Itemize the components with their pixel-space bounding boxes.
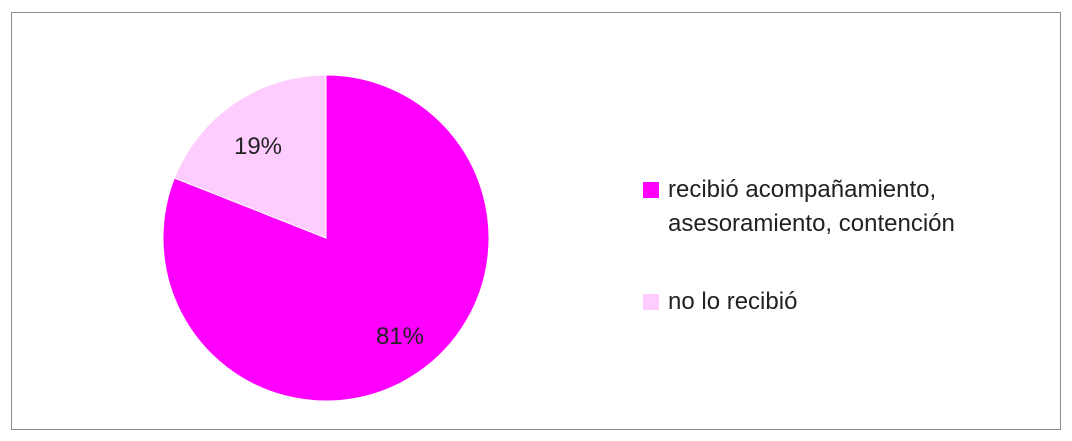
legend-label-recibio: recibió acompañamiento, asesoramiento, c… <box>668 176 955 237</box>
legend: recibió acompañamiento, asesoramiento, c… <box>640 173 1060 319</box>
chart-area: 81% 19% recibió acompañamiento, asesorami… <box>11 12 1061 430</box>
pie-data-labels: 81% 19% <box>234 133 424 350</box>
pie-slice-no-recibio <box>173 74 327 239</box>
legend-label-no-recibio: no lo recibió <box>668 288 798 315</box>
pie-label-no-recibio: 19% <box>234 133 282 160</box>
pie-chart: 81% 19% <box>162 74 490 402</box>
legend-swatch-no-recibio <box>643 294 659 310</box>
pie-label-recibio: 81% <box>376 323 424 350</box>
legend-swatch-recibio <box>643 182 659 198</box>
legend-item-no-recibio: no lo recibió <box>640 285 1060 319</box>
legend-item-recibio: recibió acompañamiento, asesoramiento, c… <box>640 173 1060 241</box>
pie-slices <box>162 74 490 402</box>
